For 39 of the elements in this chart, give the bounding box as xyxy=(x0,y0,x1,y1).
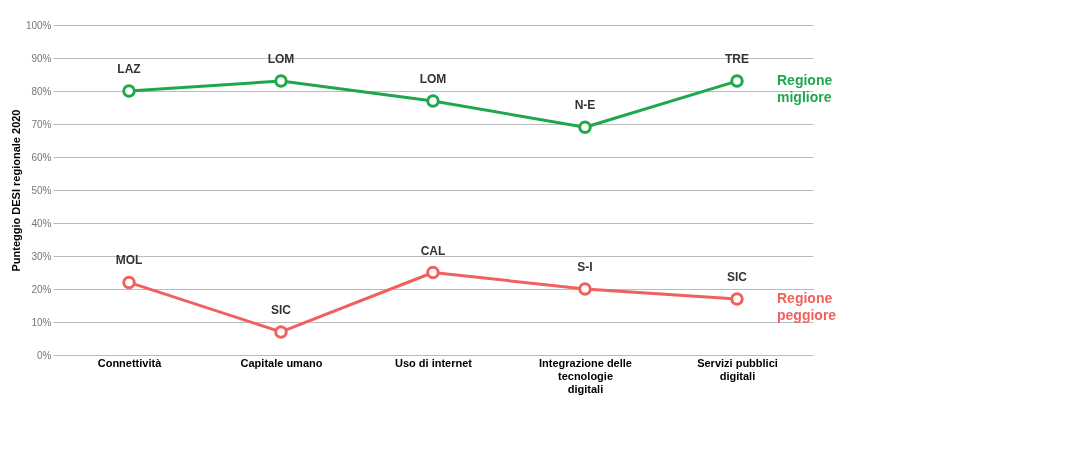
y-tick-label: 100% xyxy=(25,19,52,31)
data-label: LOM xyxy=(419,71,447,86)
data-label: SIC xyxy=(726,269,748,284)
data-label: SIC xyxy=(270,302,292,317)
y-axis-title: Punteggio DESI regionale 2020 xyxy=(9,109,22,272)
y-tick-label: 10% xyxy=(31,316,52,328)
x-tick-label: Integrazione delle tecnologie digitali xyxy=(539,356,632,395)
y-tick-label: 40% xyxy=(31,217,52,229)
point xyxy=(274,74,288,88)
y-tick-label: 90% xyxy=(31,52,52,64)
x-tick-label: Capitale umano xyxy=(240,356,323,369)
point xyxy=(730,74,744,88)
point xyxy=(426,94,440,108)
point xyxy=(274,325,288,339)
data-label: N-E xyxy=(574,98,596,113)
x-tick-label: Uso di internet xyxy=(394,356,473,369)
point xyxy=(122,84,136,98)
point xyxy=(122,275,136,290)
y-tick-label: 20% xyxy=(31,283,52,295)
point xyxy=(730,292,744,306)
point xyxy=(578,120,592,135)
x-tick-label: Servizi pubblici digitali xyxy=(697,356,778,382)
x-tick-label: Connettività xyxy=(97,356,163,369)
data-label: TRE xyxy=(725,52,749,67)
data-label: CAL xyxy=(420,243,446,258)
point xyxy=(426,265,440,280)
text: Regione migliore xyxy=(777,72,833,106)
text: Regione peggiore xyxy=(777,289,837,323)
data-label: S-I xyxy=(577,260,593,274)
y-tick-label: 70% xyxy=(31,118,52,130)
y-tick-label: 80% xyxy=(31,85,52,97)
y-tick-label: 60% xyxy=(31,151,52,163)
y-tick-label: 0% xyxy=(37,349,52,361)
point xyxy=(578,282,592,296)
y-tick-label: 30% xyxy=(31,250,52,262)
y-tick-label: 50% xyxy=(31,184,52,196)
data-label: MOL xyxy=(115,253,143,268)
data-label: LOM xyxy=(267,52,295,67)
data-label: LAZ xyxy=(117,62,141,76)
